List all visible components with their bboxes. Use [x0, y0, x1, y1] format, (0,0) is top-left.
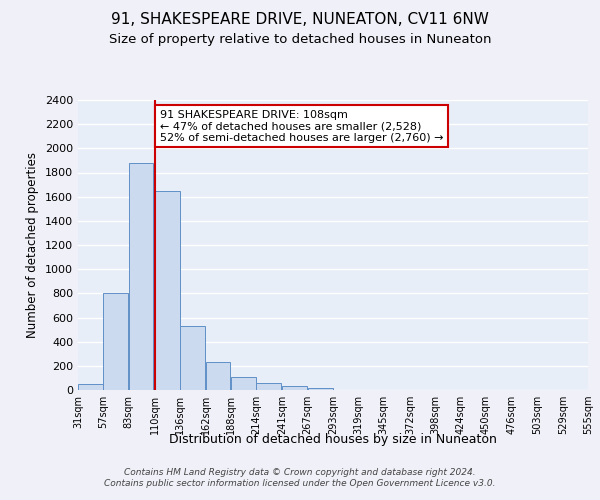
Bar [128, 163, 154, 390]
Text: Size of property relative to detached houses in Nuneaton: Size of property relative to detached ho… [109, 32, 491, 46]
Bar [231, 378, 256, 390]
Bar [256, 384, 281, 390]
Bar [205, 362, 230, 390]
Bar [155, 190, 180, 390]
Bar [180, 326, 205, 390]
Bar [103, 294, 128, 390]
Text: Contains HM Land Registry data © Crown copyright and database right 2024.
Contai: Contains HM Land Registry data © Crown c… [104, 468, 496, 487]
Y-axis label: Number of detached properties: Number of detached properties [26, 152, 40, 338]
Bar [78, 384, 103, 390]
Bar [283, 386, 307, 390]
Text: 91 SHAKESPEARE DRIVE: 108sqm
← 47% of detached houses are smaller (2,528)
52% of: 91 SHAKESPEARE DRIVE: 108sqm ← 47% of de… [160, 110, 443, 143]
Text: Distribution of detached houses by size in Nuneaton: Distribution of detached houses by size … [169, 432, 497, 446]
Bar [308, 388, 332, 390]
Text: 91, SHAKESPEARE DRIVE, NUNEATON, CV11 6NW: 91, SHAKESPEARE DRIVE, NUNEATON, CV11 6N… [111, 12, 489, 28]
